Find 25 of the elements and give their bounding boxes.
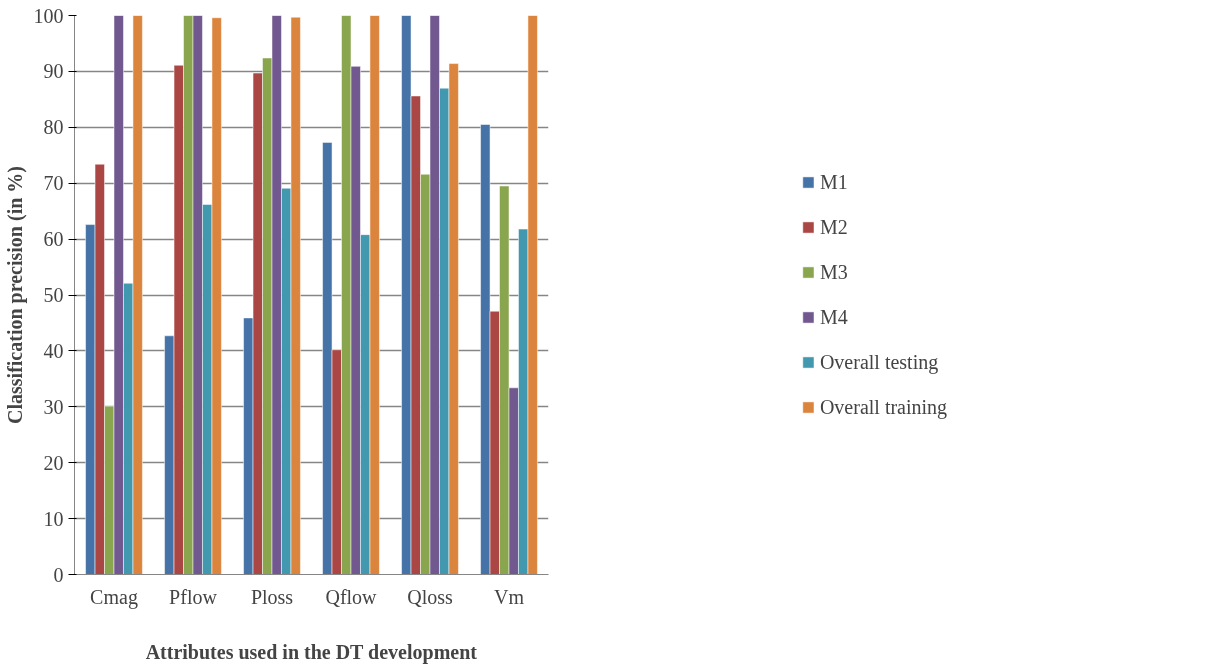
x-tick-label: Vm	[494, 585, 525, 608]
x-tick-label: Pflow	[169, 585, 218, 608]
x-tick-label: Ploss	[250, 585, 294, 608]
y-tick-label: 80	[43, 116, 64, 139]
legend-label: Overall testing	[819, 350, 939, 374]
x-tick-label: Qloss	[407, 585, 453, 608]
y-tick-label: 100	[33, 4, 64, 27]
y-tick-label: 90	[43, 60, 64, 83]
legend-label: Overall training	[819, 395, 948, 419]
y-tick-label: 20	[43, 451, 64, 474]
y-axis-title: Classification precision (in %)	[3, 166, 27, 424]
legend-label: M3	[819, 260, 848, 284]
y-tick-label: 40	[43, 339, 64, 362]
x-tick-label: Qflow	[325, 585, 378, 608]
y-tick-label: 70	[43, 172, 64, 195]
y-tick-label: 30	[43, 395, 64, 418]
x-axis-title: Attributes used in the DT development	[145, 640, 478, 664]
x-tick-label: Cmag	[90, 585, 138, 609]
legend-label: M2	[819, 215, 848, 239]
legend-label: M4	[819, 305, 848, 329]
y-tick-label: 60	[43, 228, 64, 251]
y-tick-label: 50	[43, 284, 64, 306]
legend-label: M1	[819, 170, 848, 194]
y-tick-label: 10	[43, 507, 64, 530]
y-tick-label: 0	[53, 563, 64, 586]
